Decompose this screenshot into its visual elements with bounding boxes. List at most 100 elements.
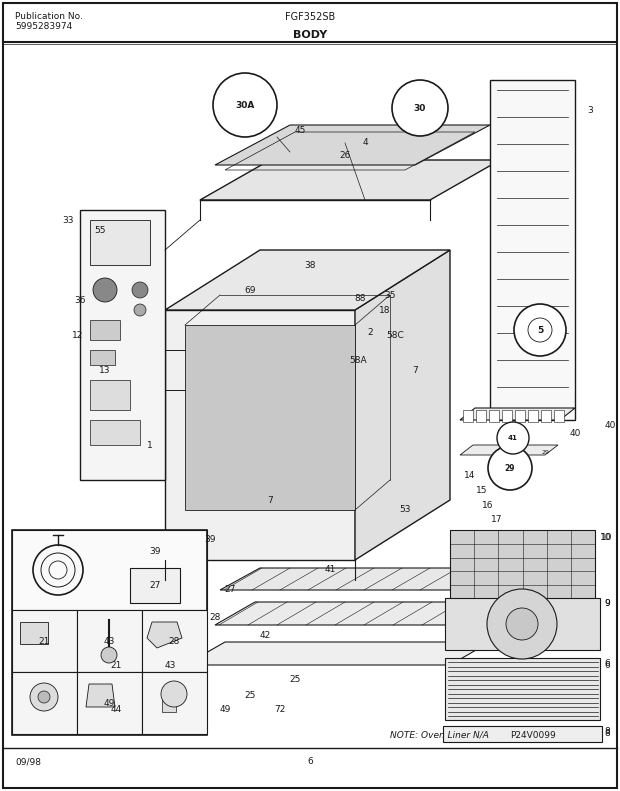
Text: 1: 1 bbox=[147, 441, 153, 449]
Polygon shape bbox=[86, 684, 115, 707]
Text: NOTE: Oven Liner N/A: NOTE: Oven Liner N/A bbox=[390, 731, 489, 740]
Text: 40: 40 bbox=[569, 429, 581, 437]
Text: 6: 6 bbox=[604, 658, 610, 668]
Text: 39: 39 bbox=[149, 547, 161, 557]
Polygon shape bbox=[460, 408, 575, 420]
Polygon shape bbox=[220, 568, 490, 590]
Bar bbox=[142, 610, 207, 672]
Text: BODY: BODY bbox=[293, 30, 327, 40]
Bar bbox=[90, 320, 120, 340]
Polygon shape bbox=[165, 310, 355, 560]
Bar bbox=[90, 350, 115, 365]
Text: 21: 21 bbox=[110, 660, 122, 669]
Circle shape bbox=[161, 681, 187, 707]
Polygon shape bbox=[185, 325, 355, 510]
Bar bbox=[528, 410, 538, 422]
Text: 15: 15 bbox=[476, 486, 488, 494]
Text: 13: 13 bbox=[99, 365, 111, 374]
Text: 58A: 58A bbox=[349, 355, 367, 365]
Text: 69: 69 bbox=[244, 286, 255, 294]
Text: 58C: 58C bbox=[386, 331, 404, 339]
Polygon shape bbox=[215, 602, 490, 625]
Polygon shape bbox=[445, 658, 600, 720]
Text: 9: 9 bbox=[604, 599, 610, 607]
Text: 43: 43 bbox=[104, 637, 115, 645]
Circle shape bbox=[101, 647, 117, 663]
Polygon shape bbox=[215, 125, 490, 165]
Text: 4: 4 bbox=[362, 138, 368, 146]
Text: 44: 44 bbox=[38, 698, 50, 707]
Text: 28: 28 bbox=[168, 637, 180, 645]
Circle shape bbox=[497, 422, 529, 454]
Text: 30A: 30A bbox=[236, 100, 255, 109]
Text: 09/98: 09/98 bbox=[15, 758, 41, 766]
Text: 7: 7 bbox=[267, 495, 273, 505]
Text: 17: 17 bbox=[491, 516, 503, 524]
Text: 43: 43 bbox=[164, 660, 175, 669]
Text: Publication No.: Publication No. bbox=[15, 12, 83, 21]
Circle shape bbox=[38, 691, 50, 703]
Text: 5995283974: 5995283974 bbox=[15, 22, 73, 31]
Circle shape bbox=[213, 73, 277, 137]
Circle shape bbox=[392, 80, 448, 136]
Text: 27: 27 bbox=[149, 581, 161, 591]
Text: 41: 41 bbox=[508, 435, 518, 441]
Polygon shape bbox=[147, 622, 182, 648]
Circle shape bbox=[134, 304, 146, 316]
Text: 3: 3 bbox=[587, 105, 593, 115]
Text: 30: 30 bbox=[414, 104, 426, 112]
Text: 21: 21 bbox=[38, 637, 50, 645]
Text: 38: 38 bbox=[304, 260, 316, 270]
Bar bbox=[142, 672, 207, 734]
Text: 72: 72 bbox=[168, 698, 180, 707]
Text: 40: 40 bbox=[604, 421, 616, 430]
Text: 36: 36 bbox=[74, 296, 86, 305]
Polygon shape bbox=[185, 642, 490, 665]
Text: 6: 6 bbox=[604, 660, 610, 669]
Text: 2: 2 bbox=[367, 327, 373, 336]
Bar bbox=[502, 410, 512, 422]
Circle shape bbox=[132, 282, 148, 298]
Bar bbox=[20, 622, 48, 644]
Text: P24V0099: P24V0099 bbox=[510, 731, 556, 740]
Bar bbox=[90, 380, 130, 410]
Circle shape bbox=[487, 589, 557, 659]
Text: 5: 5 bbox=[537, 326, 543, 335]
Circle shape bbox=[514, 304, 566, 356]
Text: 25: 25 bbox=[244, 691, 255, 699]
Polygon shape bbox=[445, 598, 600, 650]
Text: 6: 6 bbox=[307, 758, 313, 766]
Text: 27: 27 bbox=[224, 585, 236, 595]
Bar bbox=[12, 530, 207, 735]
Bar bbox=[554, 410, 564, 422]
Text: 42: 42 bbox=[259, 630, 270, 639]
Polygon shape bbox=[450, 530, 595, 640]
Bar bbox=[463, 410, 473, 422]
Text: 29: 29 bbox=[541, 449, 549, 455]
Polygon shape bbox=[460, 445, 558, 455]
Text: 8: 8 bbox=[604, 729, 610, 737]
Text: 72: 72 bbox=[274, 706, 286, 714]
Text: 41: 41 bbox=[324, 566, 335, 574]
Circle shape bbox=[488, 446, 532, 490]
Bar bbox=[130, 568, 180, 603]
Text: 26: 26 bbox=[339, 150, 351, 160]
Circle shape bbox=[506, 608, 538, 640]
Bar bbox=[489, 410, 499, 422]
Text: 49: 49 bbox=[104, 698, 115, 707]
Text: 8: 8 bbox=[604, 728, 610, 736]
Text: 12: 12 bbox=[73, 331, 84, 339]
Text: 10: 10 bbox=[600, 532, 612, 542]
Bar bbox=[90, 420, 140, 445]
Text: 35: 35 bbox=[384, 290, 396, 300]
Text: 9: 9 bbox=[604, 599, 610, 607]
Text: 45: 45 bbox=[294, 126, 306, 134]
Bar bbox=[515, 410, 525, 422]
Polygon shape bbox=[165, 250, 450, 310]
Text: 55: 55 bbox=[94, 225, 106, 234]
Bar bbox=[77, 610, 142, 672]
Text: 39: 39 bbox=[204, 536, 216, 544]
Polygon shape bbox=[200, 160, 500, 200]
Text: 28: 28 bbox=[210, 614, 221, 623]
Text: 25: 25 bbox=[290, 676, 301, 684]
